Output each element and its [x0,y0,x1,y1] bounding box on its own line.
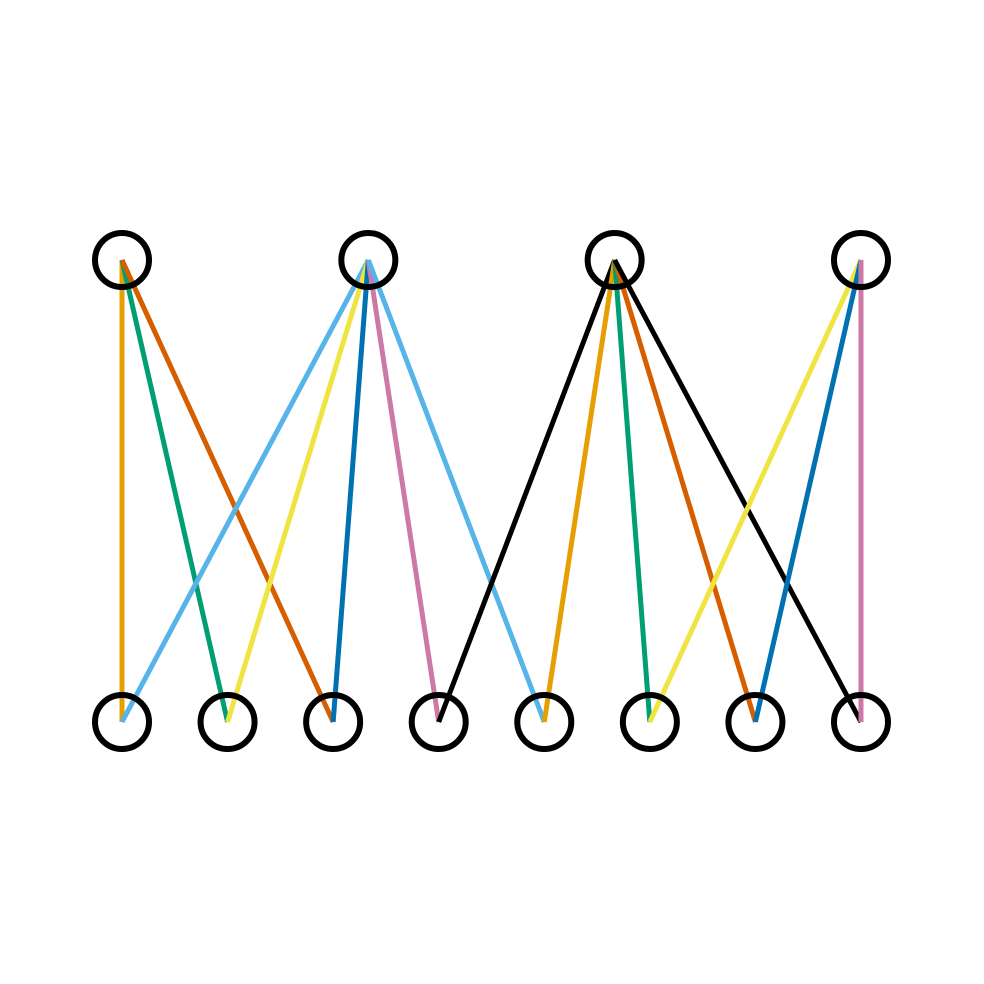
edge-t1-b2 [119,259,231,723]
edge-t3-b7 [612,259,758,723]
bottom-node-b7 [725,692,786,752]
edge-t2-b2 [225,259,371,723]
edge-t3-b8 [612,258,864,724]
edge-t3-b5 [541,259,618,723]
bottom-node-b5 [514,692,575,752]
edge-t4-b7 [752,259,864,723]
edge-t4-b6 [647,258,864,724]
top-node-t3 [584,230,645,290]
edge-t2-b5 [365,259,547,723]
edge-t2-b1 [119,258,371,724]
edge-t2-b4 [365,259,442,723]
top-node-t4 [830,230,891,290]
top-node-t2 [338,230,399,290]
edge-t3-b4 [436,259,617,723]
nodes-layer [92,230,891,752]
bottom-node-b6 [619,692,680,752]
edge-t3-b6 [612,259,653,723]
bottom-node-b4 [408,692,469,752]
edge-t2-b3 [330,259,371,723]
bottom-node-b1 [92,692,152,752]
edges-layer [119,258,864,724]
bottom-node-b2 [197,692,258,752]
top-node-t1 [92,230,152,290]
bottom-node-b3 [303,692,364,752]
edge-t1-b3 [119,258,336,724]
bottom-node-b8 [830,692,891,752]
